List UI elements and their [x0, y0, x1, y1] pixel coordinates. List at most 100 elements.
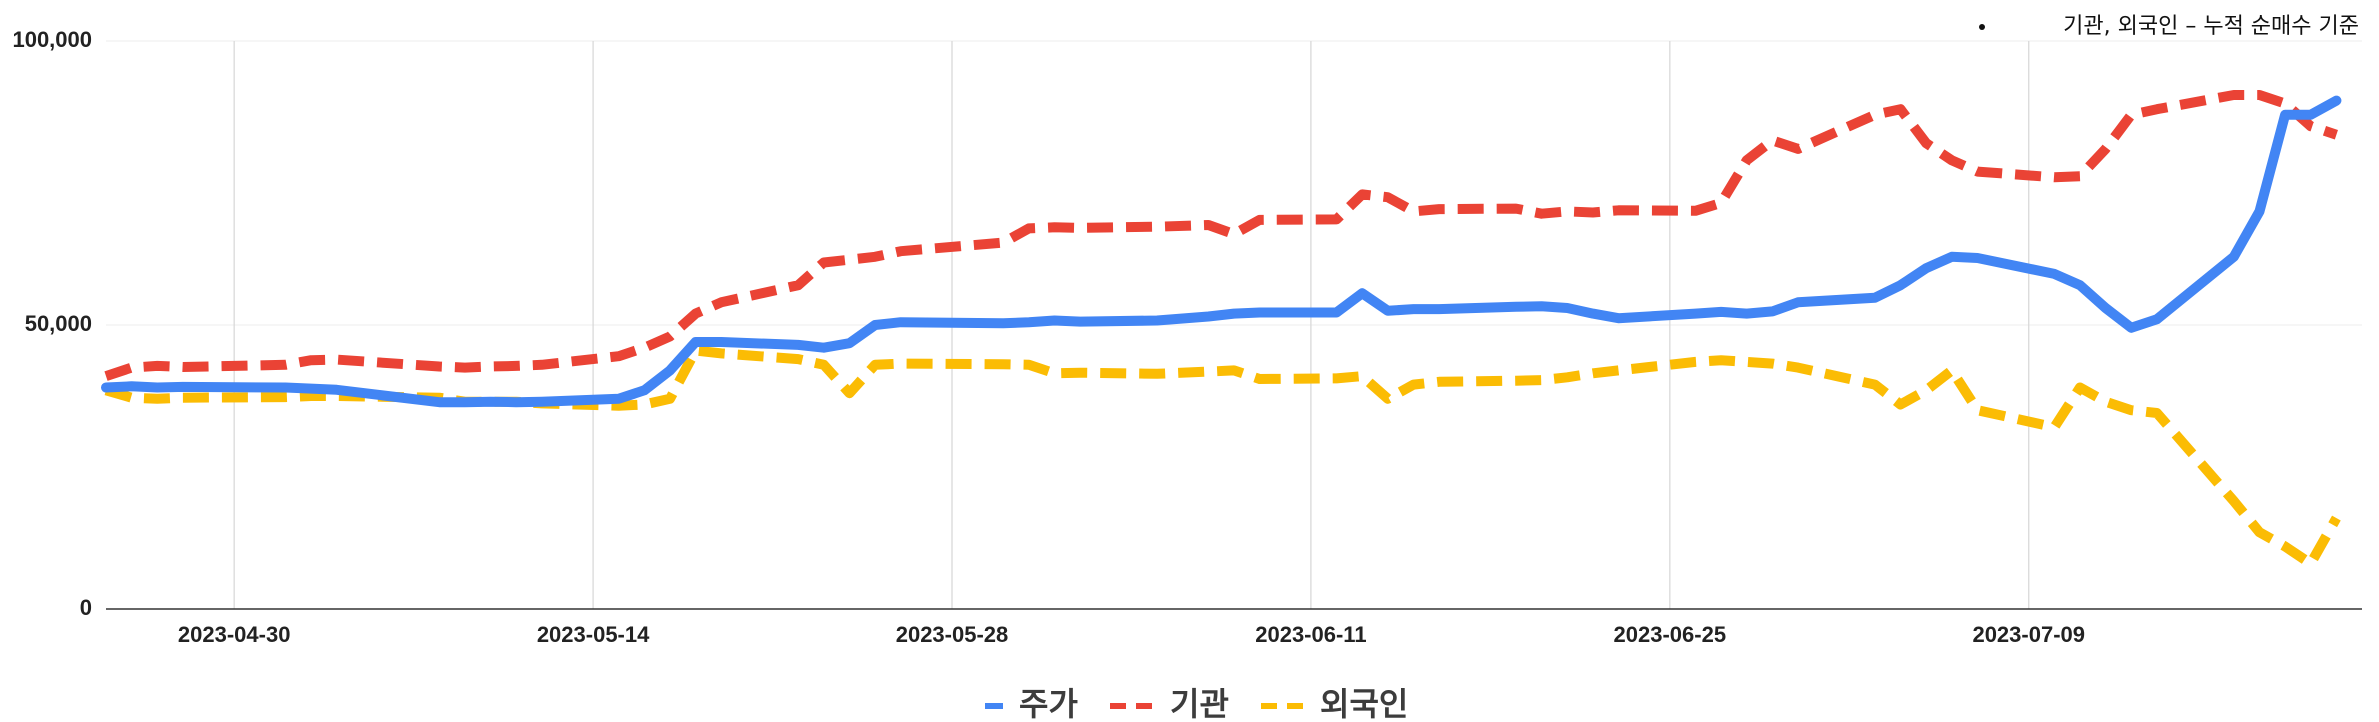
data-point: [1079, 321, 1081, 323]
data-point: [1592, 372, 1594, 374]
data-point: [797, 284, 799, 286]
data-point: [156, 398, 158, 400]
data-point: [2053, 426, 2055, 428]
data-point: [1771, 310, 1773, 312]
data-point: [1079, 227, 1081, 229]
data-point: [1874, 384, 1876, 386]
x-tick-label: 2023-05-14: [537, 622, 650, 647]
data-point: [643, 347, 645, 349]
data-point: [1259, 312, 1261, 314]
data-point: [1361, 193, 1363, 195]
data-point: [1874, 114, 1876, 116]
data-point: [2079, 387, 2081, 389]
data-point: [131, 385, 133, 387]
data-point: [1592, 212, 1594, 214]
data-point: [2130, 114, 2132, 116]
legend: 주가 기관 외국인: [985, 685, 1408, 722]
data-point: [849, 342, 851, 344]
data-point: [669, 335, 671, 337]
data-point: [131, 367, 133, 369]
data-point: [1387, 398, 1389, 400]
data-point: [2105, 148, 2107, 150]
data-point: [1156, 320, 1158, 322]
data-point: [1771, 139, 1773, 141]
data-point: [464, 367, 466, 369]
data-point: [1413, 308, 1415, 310]
series-line: [104, 90, 2338, 381]
data-point: [1233, 233, 1235, 235]
data-point: [1002, 363, 1004, 365]
data-point: [2310, 563, 2312, 565]
data-point: [2105, 401, 2107, 403]
data-point: [1797, 301, 1799, 303]
data-point: [1746, 159, 1748, 161]
data-point: [643, 389, 645, 391]
data-point: [1336, 218, 1338, 220]
data-point: [2053, 273, 2055, 275]
data-point: [1900, 108, 1902, 110]
data-point: [1259, 378, 1261, 380]
annotation-text: 기관, 외국인 – 누적 순매수 기준: [2063, 14, 2359, 39]
data-point: [182, 366, 184, 368]
x-tick-label: 2023-06-25: [1614, 622, 1727, 647]
data-point: [900, 363, 902, 365]
data-point: [1797, 367, 1799, 369]
data-point: [2259, 94, 2261, 96]
data-point: [1925, 142, 1927, 144]
annotation-bullet-icon: [1979, 24, 1985, 30]
data-point: [618, 405, 620, 407]
data-point: [310, 388, 312, 390]
data-point: [105, 375, 107, 377]
data-point: [1207, 224, 1209, 226]
data-point: [1618, 209, 1620, 211]
data-point: [1259, 219, 1261, 221]
data-point: [285, 396, 287, 398]
data-point: [438, 401, 440, 403]
data-point: [1515, 306, 1517, 308]
data-point: [1720, 311, 1722, 313]
data-point: [1515, 380, 1517, 382]
data-point: [1361, 375, 1363, 377]
x-tick-label: 2023-05-28: [896, 622, 1009, 647]
y-tick-label: 0: [80, 595, 92, 620]
data-point: [618, 355, 620, 357]
data-point: [1361, 292, 1363, 294]
data-point: [823, 364, 825, 366]
data-point: [643, 404, 645, 406]
data-point: [1925, 267, 1927, 269]
data-point: [1541, 379, 1543, 381]
data-point: [541, 364, 543, 366]
data-point: [1054, 226, 1056, 228]
data-point: [1233, 369, 1235, 371]
data-point: [1977, 171, 1979, 173]
data-point: [1028, 321, 1030, 323]
data-point: [797, 344, 799, 346]
data-point: [1438, 308, 1440, 310]
data-point: [1207, 316, 1209, 318]
data-point: [1951, 369, 1953, 371]
data-point: [1720, 202, 1722, 204]
data-point: [1900, 284, 1902, 286]
series-line: [101, 95, 2342, 408]
data-point: [1771, 363, 1773, 365]
data-point: [720, 301, 722, 303]
data-point: [1695, 361, 1697, 363]
data-point: [1002, 322, 1004, 324]
data-point: [1566, 307, 1568, 309]
x-tick-label: 2023-04-30: [178, 622, 291, 647]
data-point: [131, 397, 133, 399]
data-point: [105, 387, 107, 389]
data-point: [1438, 381, 1440, 383]
data-point: [1387, 196, 1389, 198]
data-point: [1566, 210, 1568, 212]
data-point: [695, 313, 697, 315]
data-point: [1951, 256, 1953, 258]
data-point: [669, 398, 671, 400]
data-point: [1541, 305, 1543, 307]
data-point: [695, 350, 697, 352]
data-point: [2233, 500, 2235, 502]
data-point: [1054, 320, 1056, 322]
data-point: [1002, 242, 1004, 244]
data-point: [2156, 412, 2158, 414]
